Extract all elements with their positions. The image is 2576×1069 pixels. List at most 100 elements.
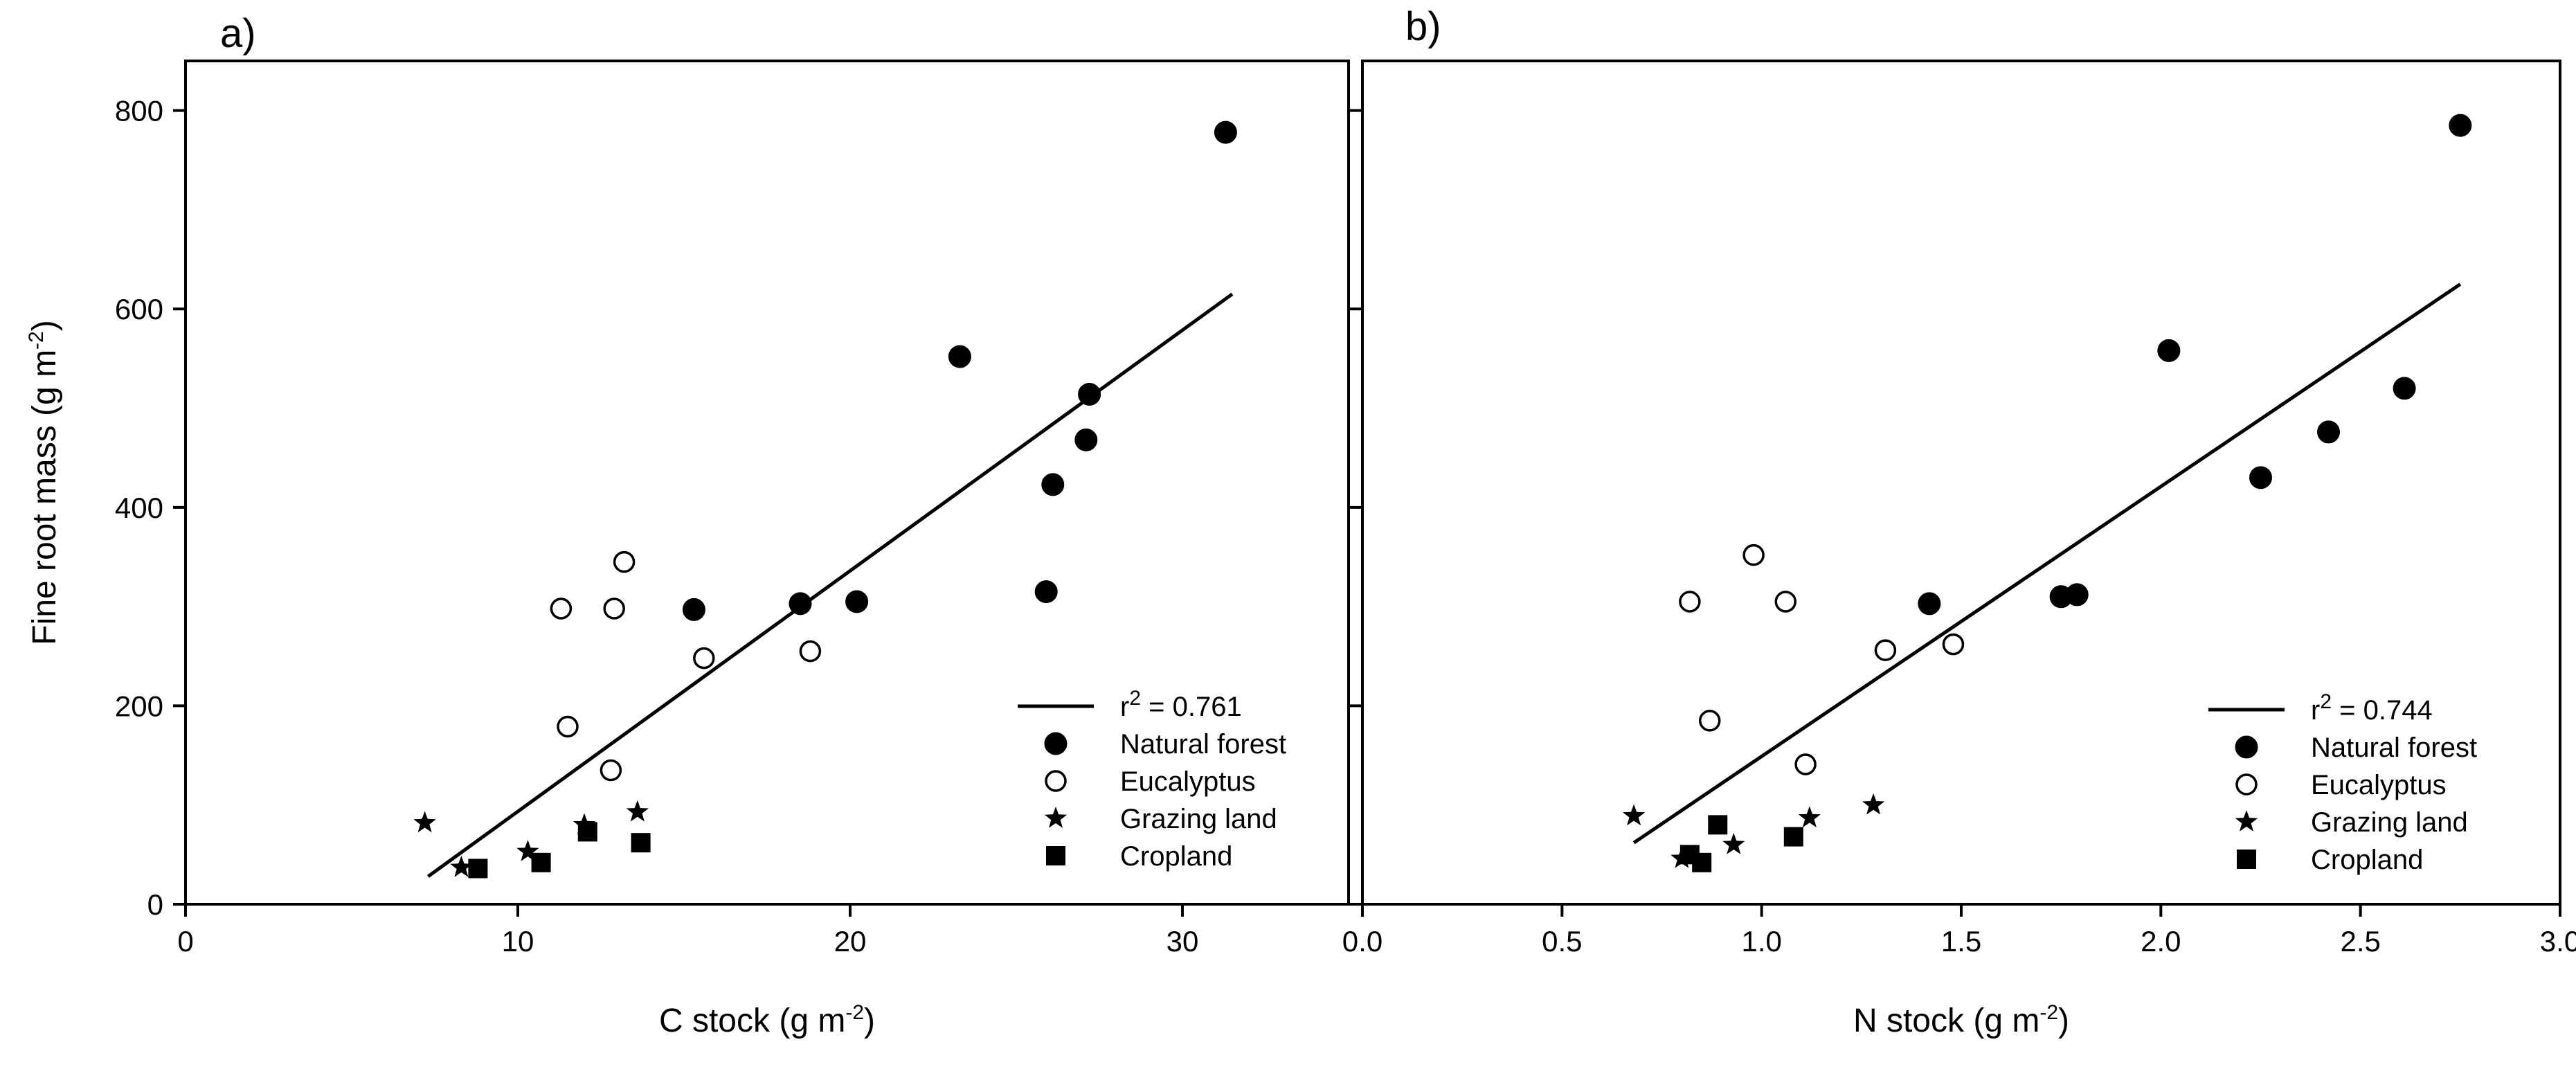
data-point	[1798, 806, 1821, 828]
data-point	[1783, 827, 1803, 847]
legend-marker	[2237, 850, 2256, 869]
plot-frame	[184, 60, 1350, 906]
legend-label: Eucalyptus	[1120, 766, 1256, 797]
y-tick-label: 800	[115, 95, 163, 127]
panel-label: a)	[220, 11, 256, 56]
data-point	[1774, 591, 1797, 613]
data-point	[626, 800, 649, 822]
data-point	[2393, 377, 2416, 400]
data-point	[2065, 583, 2089, 607]
data-point	[550, 598, 573, 620]
y-tick-label: 0	[147, 888, 163, 921]
x-tick-label: 0.5	[1542, 925, 1582, 958]
series-natural-forest	[682, 120, 1237, 621]
x-tick-label: 0	[177, 925, 193, 958]
data-point	[1692, 852, 1712, 872]
legend-marker	[2235, 810, 2258, 832]
data-point	[1794, 753, 1817, 775]
x-tick-label: 2.0	[2141, 925, 2181, 958]
data-point	[1874, 639, 1897, 661]
data-point	[1623, 804, 1646, 826]
series-cropland	[468, 822, 651, 879]
data-point	[693, 647, 715, 670]
legend-marker	[1044, 732, 1068, 755]
data-point	[516, 840, 539, 861]
data-point	[450, 856, 473, 877]
series-grazing-land	[413, 800, 649, 877]
x-tick-label: 2.5	[2340, 925, 2380, 958]
data-point	[2449, 114, 2472, 137]
data-point	[1722, 833, 1745, 854]
x-tick-label: 10	[502, 925, 534, 958]
legend-label: Natural forest	[2311, 733, 2477, 763]
x-axis-title: C stock (g m-2)	[659, 1001, 875, 1039]
data-point	[2157, 339, 2181, 362]
legend: r2 = 0.761 Natural forest Eucalyptus Grazin…	[1018, 687, 1286, 872]
y-tick-label: 200	[115, 690, 163, 722]
data-point	[557, 715, 579, 738]
series-cropland	[1679, 815, 1803, 872]
data-point	[613, 550, 636, 573]
series-natural-forest	[1918, 114, 2472, 616]
legend-label: Natural forest	[1120, 729, 1286, 760]
regression-line	[1632, 282, 2462, 845]
panel-a: 0 10 20 30 0 200 400 600 800 C stock (g m-2) Fine …	[25, 11, 1350, 1039]
legend-marker	[2235, 773, 2258, 796]
data-point	[1679, 591, 1701, 613]
data-point	[1942, 633, 1965, 656]
data-point	[789, 592, 812, 616]
data-point	[1214, 120, 1237, 144]
legend-label: Eucalyptus	[2311, 770, 2447, 800]
data-point	[1742, 544, 1765, 566]
series-grazing-land	[1623, 793, 1885, 868]
data-point	[1698, 710, 1721, 732]
legend-label: Grazing land	[1120, 804, 1277, 834]
data-point	[1862, 793, 1885, 815]
x-tick-label: 1.5	[1941, 925, 1981, 958]
legend: r2 = 0.744 Natural forest Eucalyptus Grazin…	[2208, 690, 2477, 875]
data-point	[413, 811, 436, 833]
legend-marker	[1046, 846, 1065, 865]
x-tick-label: 30	[1167, 925, 1199, 958]
data-point	[1078, 382, 1101, 406]
data-point	[948, 345, 971, 368]
data-point	[631, 833, 651, 853]
data-point	[600, 759, 622, 782]
data-point	[1041, 473, 1065, 496]
data-point	[1034, 580, 1058, 604]
data-point	[1708, 815, 1728, 835]
panel-label: b)	[1405, 4, 1441, 49]
x-tick-label: 0.0	[1342, 925, 1382, 958]
series-eucalyptus	[550, 550, 822, 782]
data-point	[468, 859, 488, 879]
y-tick-label: 400	[115, 492, 163, 524]
legend-fit-label: r2 = 0.761	[1120, 687, 1242, 722]
legend-fit-label: r2 = 0.744	[2311, 690, 2433, 726]
x-tick-label: 20	[834, 925, 867, 958]
data-point	[603, 598, 625, 620]
data-point	[2249, 466, 2272, 489]
panel-b: 0.0 0.5 1.0 1.5 2.0 2.5 3.0 N stock (g m-2) b) r2…	[1342, 4, 2576, 1039]
data-point	[531, 852, 551, 872]
y-tick-label: 600	[115, 293, 163, 325]
x-axis-title: N stock (g m-2)	[1853, 1001, 2069, 1039]
legend-label: Cropland	[2311, 845, 2423, 875]
data-point	[799, 640, 822, 663]
data-point	[682, 598, 705, 621]
legend-marker	[2235, 735, 2258, 759]
data-point	[1918, 592, 1941, 616]
legend-marker	[1045, 770, 1067, 792]
legend-label: Grazing land	[2311, 807, 2468, 838]
x-tick-label: 3.0	[2540, 925, 2576, 958]
x-tick-label: 1.0	[1741, 925, 1781, 958]
data-point	[845, 590, 869, 613]
series-eucalyptus	[1679, 544, 1965, 775]
legend-label: Cropland	[1120, 841, 1232, 872]
y-axis-title: Fine root mass (g m-2)	[25, 320, 63, 645]
data-point	[577, 822, 597, 842]
data-point	[1074, 428, 1098, 451]
legend-marker	[1044, 807, 1068, 828]
data-point	[2317, 420, 2341, 444]
regression-line	[426, 292, 1234, 878]
